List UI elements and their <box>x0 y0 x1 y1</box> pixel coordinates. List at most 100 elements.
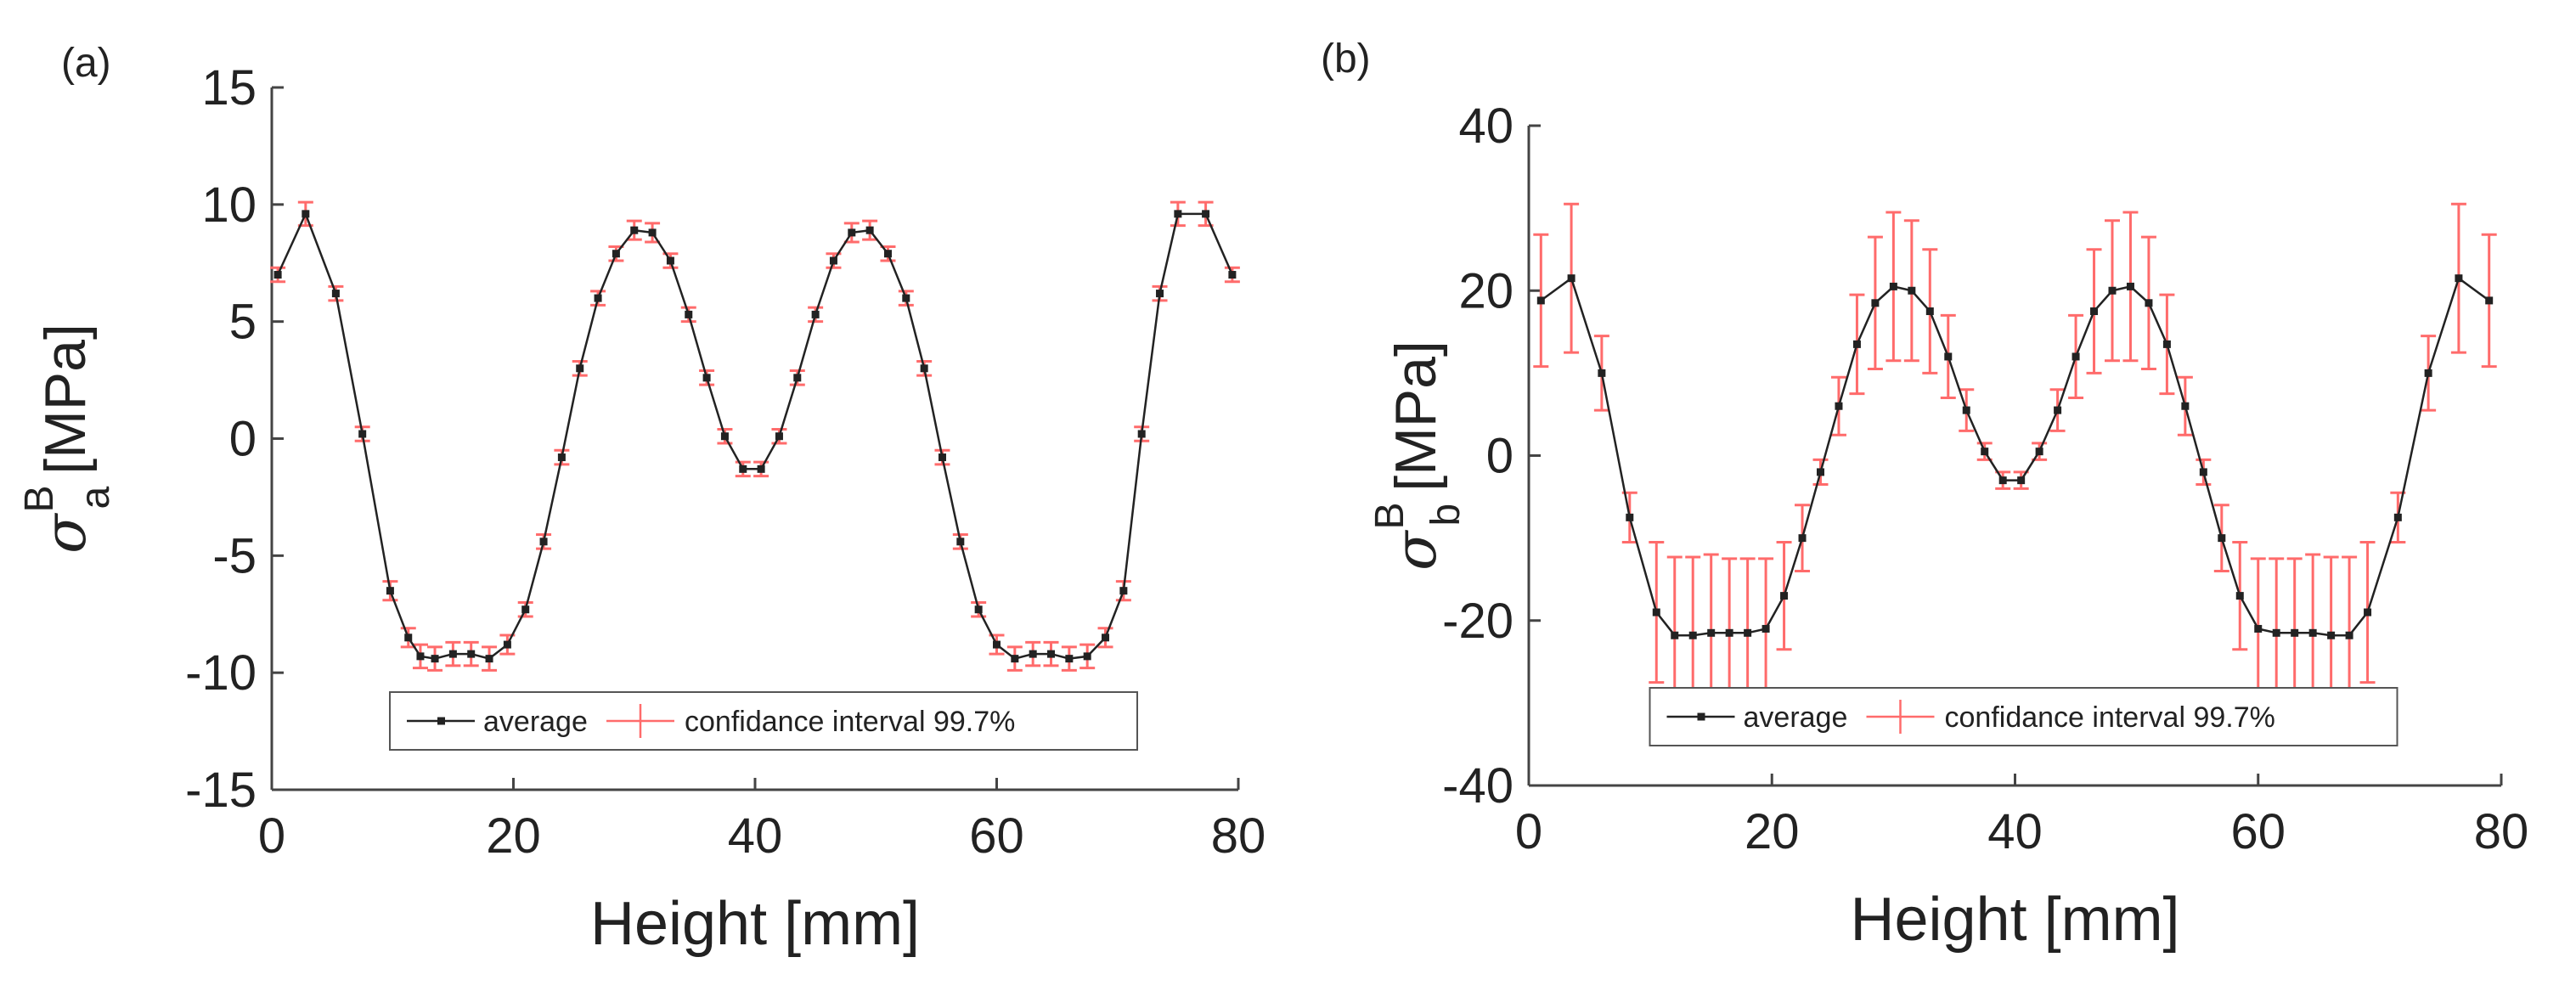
chart-1-data-point <box>1871 299 1880 307</box>
chart-1-legend-average-marker <box>1697 712 1705 721</box>
chart-1-data-point <box>1725 628 1733 637</box>
chart-0-y-title-symbol: σ <box>32 513 99 554</box>
chart-0-x-tick-label: 60 <box>969 808 1024 864</box>
chart-0-data-point <box>1047 650 1056 658</box>
chart-0-data-point <box>358 430 367 438</box>
chart-0-y-tick-label: -10 <box>185 645 256 701</box>
chart-0-data-point <box>1137 430 1146 438</box>
chart-1-y-tick-label: -40 <box>1442 758 1513 814</box>
chart-0-y-axis-title-text: σB a [MPa] <box>17 324 118 554</box>
chart-0-y-title-sub: a <box>73 486 118 509</box>
chart-1-data-point <box>1835 402 1843 410</box>
chart-0-data-point <box>702 374 711 382</box>
chart-1-y-title-symbol: σ <box>1383 530 1450 571</box>
chart-0-legend-box <box>389 691 1138 751</box>
chart-1-data-point <box>2485 296 2494 305</box>
chart-1-legend-ci-label: confidance interval 99.7% <box>1945 701 2275 734</box>
chart-1-panel-label: (b) <box>1321 37 1371 82</box>
chart-1-x-tick-label: 60 <box>2230 804 2286 859</box>
chart-1-data-point <box>1780 592 1789 600</box>
chart-0-data-point <box>485 655 493 663</box>
chart-0-data-point <box>1228 271 1237 279</box>
chart-1-data-point <box>2054 406 2062 414</box>
chart-0-data-point <box>1011 655 1019 663</box>
chart-0-data-point <box>273 271 282 279</box>
chart-0-data-point <box>521 605 530 614</box>
chart-1-y-title-unit: [MPa] <box>1384 341 1448 492</box>
chart-0-data-point <box>467 650 476 658</box>
chart-0-data-point <box>956 538 965 546</box>
chart-1-legend-average-label: average <box>1744 701 1848 734</box>
chart-1-data-point <box>1626 513 1634 521</box>
chart-1-legend: average confidance interval 99.7% <box>1649 687 2398 746</box>
chart-1-data-point <box>2126 282 2134 290</box>
chart-1-data-point <box>1652 608 1660 617</box>
chart-1-data-point <box>2308 628 2317 637</box>
chart-0-data-point <box>666 256 674 265</box>
chart-1-data-point <box>1998 476 2007 485</box>
chart-0-data-point <box>848 228 856 237</box>
chart-1-data-point <box>1744 628 1752 637</box>
chart-0-data-point <box>1156 290 1164 298</box>
chart-1-data-point <box>1671 631 1679 639</box>
chart-0-y-tick-label: 10 <box>201 177 256 233</box>
chart-0-data-point <box>775 432 783 441</box>
chart-1-data-point <box>1536 296 1545 305</box>
chart-0-y-title-sup: B <box>17 485 62 512</box>
chart-0-data-point <box>576 364 584 373</box>
chart-1-data-point <box>2218 534 2226 543</box>
chart-1-x-tick-label: 20 <box>1745 804 1800 859</box>
panel-b: (b) -40 -20 0 20 40 0 20 40 60 80 Height [mm] σB b [MP… <box>1321 37 2528 954</box>
chart-1-data-point <box>1817 468 1824 476</box>
chart-0-data-point <box>993 640 1001 649</box>
chart-1-data-point <box>2254 624 2263 633</box>
chart-1-data-point <box>1925 307 1934 316</box>
chart-1-x-tick-label: 40 <box>1987 804 2043 859</box>
chart-0-data-point <box>757 465 765 473</box>
chart-0-data-point <box>685 310 693 318</box>
panel-a: (a) -15 -10 -5 0 5 10 15 0 20 40 60 80 Height [mm] σB a… <box>17 41 1265 958</box>
chart-1-x-tick-label: 80 <box>2474 804 2529 859</box>
chart-0-data-point <box>938 453 946 462</box>
chart-0-x-axis-title: Height [mm] <box>590 890 920 958</box>
chart-0-data-point <box>865 226 874 234</box>
chart-1-data-point <box>2345 631 2353 639</box>
chart-0-x-tick-label: 20 <box>486 808 541 864</box>
chart-1-data-point <box>1981 448 1989 456</box>
chart-0-data-point <box>503 640 511 649</box>
chart-1-data-point <box>1798 534 1807 543</box>
chart-0-average-line <box>276 211 1234 660</box>
chart-0-data-point <box>539 538 548 546</box>
chart-1-data-point <box>2181 402 2190 410</box>
chart-1-data-point <box>1598 369 1606 377</box>
chart-0-data-point <box>302 210 310 218</box>
chart-1-y-tick-label: 0 <box>1486 429 1513 484</box>
chart-0-data-point <box>448 650 457 658</box>
chart-0-panel-label: (a) <box>61 41 111 86</box>
chart-1-data-point <box>2364 608 2372 617</box>
chart-1-x-tick-label: 0 <box>1515 804 1542 859</box>
chart-1-data-point <box>1962 406 1970 414</box>
chart-1-data-point <box>1944 352 1953 361</box>
chart-1-data-point <box>2272 628 2280 637</box>
chart-1-data-point <box>2424 369 2432 377</box>
chart-0-data-point <box>1202 210 1210 218</box>
chart-1-data-point <box>2108 286 2117 295</box>
chart-0-data-point <box>416 652 425 661</box>
chart-0-data-point <box>386 587 394 595</box>
chart-0-data-point <box>1174 210 1182 218</box>
chart-0-data-point <box>1119 587 1128 595</box>
chart-0-data-point <box>883 250 892 258</box>
chart-0-y-tick-label: -5 <box>212 528 256 583</box>
chart-0-y-title-unit: [MPa] <box>33 324 98 475</box>
chart-1-data-point <box>1889 282 1897 290</box>
chart-1-data-point <box>2327 631 2336 639</box>
chart-1-x-axis-title: Height [mm] <box>1850 886 2179 954</box>
chart-0-data-point <box>811 310 820 318</box>
chart-1-y-tick-label: 20 <box>1458 263 1513 318</box>
chart-1-data-point <box>1908 286 1916 295</box>
chart-0-y-axis-title: σB a [MPa] <box>17 324 118 554</box>
chart-0-data-point <box>1029 650 1037 658</box>
chart-0-data-point <box>902 294 910 302</box>
